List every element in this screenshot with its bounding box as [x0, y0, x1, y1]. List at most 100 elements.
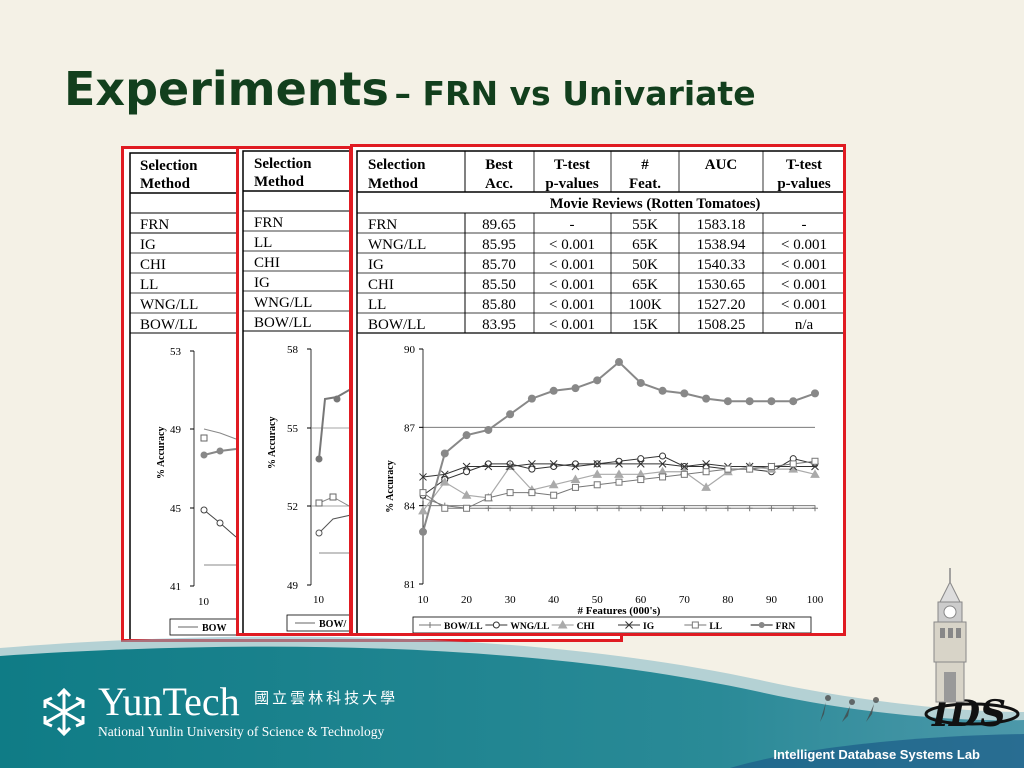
data-point-chi [810, 469, 820, 478]
data-point-bow-ll [572, 505, 579, 512]
table-cell: 1530.65 [697, 277, 746, 293]
x-tick-label: 20 [461, 594, 473, 606]
legend-marker-chi [557, 619, 568, 629]
table-cell: 55K [632, 217, 658, 233]
table-row: WNG/LL 85.95 < 0.001 65K 1538.94 < 0.001 [368, 237, 827, 253]
panel-1-header-line1: Selection [140, 158, 198, 174]
data-point-ll [463, 504, 471, 512]
table-cell: CHI [368, 277, 394, 293]
legend-label-ll: LL [709, 622, 722, 632]
panel-1-method: IG [140, 237, 156, 253]
data-point-ll [550, 491, 558, 499]
data-point-ig [615, 460, 623, 468]
university-logo: YunTech 國立雲林科技大學 National Yunlin Univers… [98, 682, 398, 740]
slide-title: Experiments – FRN vs Univariate [64, 62, 756, 116]
table-cell: n/a [795, 317, 814, 333]
data-point-bow-ll [485, 505, 492, 512]
legend-label-wng-ll: WNG/LL [510, 622, 549, 632]
table-cell: - [570, 217, 575, 233]
data-point-ll [506, 489, 514, 497]
panel-2-xtick: 10 [313, 594, 325, 606]
table-cell: 85.50 [482, 277, 516, 293]
legend-marker-bow-ll [427, 622, 433, 628]
table-cell: < 0.001 [549, 277, 595, 293]
y-tick-label: 87 [404, 422, 416, 434]
legend-label-chi: CHI [577, 622, 595, 632]
data-point-chi [548, 479, 559, 489]
legend-marker-wng-ll [492, 621, 500, 629]
slide-title-main: Experiments [64, 62, 389, 116]
y-tick-label: 84 [404, 501, 416, 513]
table-cell: 1540.33 [697, 257, 746, 273]
lab-name: Intelligent Database Systems Lab [773, 747, 980, 762]
panel-2-method: WNG/LL [254, 295, 312, 311]
data-point-ig [571, 462, 580, 471]
panel-1-method: CHI [140, 257, 166, 273]
data-point-frn [527, 394, 536, 403]
data-point-ll [811, 457, 819, 465]
data-point-ll [789, 460, 797, 468]
data-point-chi [701, 482, 711, 491]
table-cell: 65K [632, 277, 658, 293]
table-cell: < 0.001 [549, 237, 595, 253]
column-header: Best [485, 157, 513, 173]
column-header: AUC [705, 157, 738, 173]
x-tick-label: 90 [766, 594, 778, 606]
legend-label-frn: FRN [776, 622, 796, 632]
table-row: BOW/LL 83.95 < 0.001 15K 1508.25 n/a [368, 317, 814, 333]
data-point-bow-ll [637, 505, 644, 512]
panel-2-legend-label: BOW/ [319, 619, 346, 630]
data-point-bow-ll [703, 505, 710, 512]
table-cell: 85.70 [482, 257, 516, 273]
panel-2-method: LL [254, 235, 272, 251]
panel-2-method: FRN [254, 215, 283, 231]
panel-2-ytick: 55 [287, 423, 299, 435]
chart-legend [412, 616, 812, 633]
data-point-frn [811, 389, 819, 398]
data-point-ll [593, 481, 601, 489]
data-point-ll [528, 489, 536, 497]
data-point-ll [419, 489, 427, 497]
table-cell: < 0.001 [781, 237, 827, 253]
data-point-ig [440, 470, 449, 479]
data-point-frn [571, 384, 580, 393]
data-point-chi [439, 477, 450, 486]
panel-1-ytick: 45 [170, 503, 182, 515]
data-point-wng-ll [637, 455, 645, 463]
table-cell: < 0.001 [549, 317, 595, 333]
panel-1-ytick: 49 [170, 424, 182, 436]
table-cell: WNG/LL [368, 237, 426, 253]
legend-marker-ig [625, 621, 633, 629]
data-point-bow-ll [659, 505, 666, 512]
panel-2-ytick: 58 [287, 344, 299, 356]
panel-1-ytick: 41 [170, 581, 181, 593]
table-cell: IG [368, 257, 384, 273]
x-tick-label: 80 [722, 594, 734, 606]
data-point-ll [659, 473, 667, 481]
data-point-chi [614, 469, 624, 478]
table-cell: < 0.001 [781, 277, 827, 293]
column-header: p-values [545, 176, 599, 192]
data-point-bow-ll [594, 505, 601, 512]
data-point-ig [702, 460, 710, 468]
table-cell: < 0.001 [549, 257, 595, 273]
panel-1-ytick: 53 [170, 346, 182, 358]
panel-1-method: WNG/LL [140, 297, 198, 313]
panel-1-method: LL [140, 277, 158, 293]
table-cell: BOW/LL [368, 317, 426, 333]
table-cell: 50K [632, 257, 658, 273]
panel-1-xtick: 10 [198, 596, 210, 608]
table-cell: 65K [632, 237, 658, 253]
table-cell: 1538.94 [697, 237, 746, 253]
university-logo-text: YunTech [98, 679, 240, 724]
data-point-ig [506, 462, 514, 471]
table-cell: 1527.20 [697, 297, 746, 313]
data-point-frn [745, 397, 754, 406]
dataset-caption: Movie Reviews (Rotten Tomatoes) [550, 196, 761, 212]
university-english-name: National Yunlin University of Science & … [98, 724, 385, 739]
table-cell: < 0.001 [549, 297, 595, 313]
data-point-bow-ll [746, 505, 753, 512]
column-header: Acc. [485, 176, 513, 192]
results-panel-2: Selection Method FRN LL CHI IG WNG/LL BO… [236, 146, 352, 636]
data-point-ll [680, 470, 688, 478]
